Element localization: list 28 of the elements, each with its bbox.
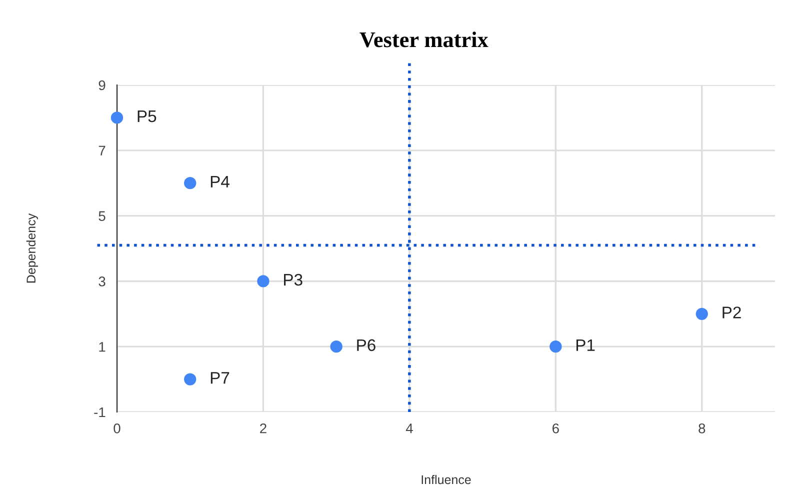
y-tick-label: 3 — [98, 276, 106, 286]
point — [184, 177, 196, 190]
annotation: P2 — [722, 306, 741, 318]
annotation: P5 — [138, 110, 156, 122]
annotation: P3 — [284, 274, 302, 286]
point — [696, 308, 708, 320]
x-tick-label: 4 — [406, 424, 413, 434]
annotation: P4 — [210, 176, 230, 188]
y-axis-title: Dependency — [26, 213, 38, 283]
y-tick-label: -1 — [94, 407, 106, 418]
y-tick-label: 1 — [99, 342, 106, 352]
y-tick-label: 7 — [98, 146, 106, 156]
point — [257, 275, 270, 288]
x-tick-label: 0 — [114, 423, 120, 434]
point — [550, 340, 562, 353]
chart-title: Vester matrix — [360, 32, 488, 48]
point — [184, 373, 196, 386]
x-tick-label: 6 — [552, 423, 559, 434]
y-tick-label: 9 — [98, 80, 106, 90]
point — [110, 112, 124, 124]
x-axis-title: Influence — [422, 474, 471, 484]
x-tick-label: 8 — [698, 423, 706, 434]
point — [330, 340, 342, 353]
annotation: P1 — [576, 339, 595, 351]
annotation: P6 — [357, 339, 376, 352]
y-tick-label: 5 — [98, 211, 106, 221]
annotation: P7 — [210, 372, 230, 384]
x-tick-label: 2 — [260, 423, 266, 434]
